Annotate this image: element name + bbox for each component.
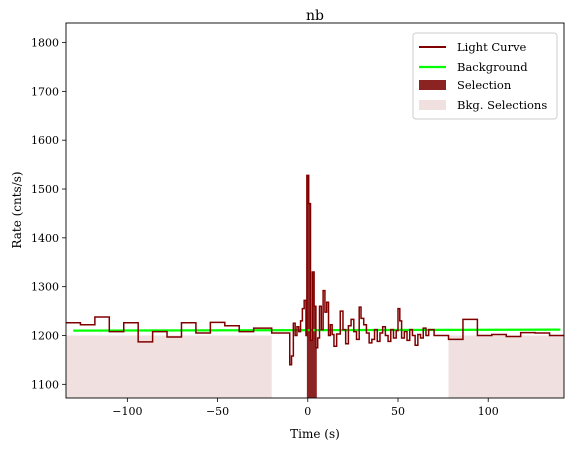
legend-selection-swatch	[419, 80, 446, 90]
x-tick-label: 0	[304, 405, 311, 418]
background-line	[73, 328, 561, 332]
x-axis-label: Time (s)	[290, 427, 340, 441]
y-tick-label: 1500	[31, 183, 59, 196]
axes-frame	[65, 22, 565, 399]
bkg-selections	[66, 335, 564, 398]
y-ticks: 1100 1200 1300 1400 1500 1600 1700 1800	[31, 37, 66, 391]
selection	[306, 175, 317, 398]
y-tick-label: 1700	[31, 85, 59, 98]
y-tick-label: 1200	[31, 330, 59, 343]
background-line-group	[73, 328, 561, 332]
legend-light-curve-label: Light Curve	[457, 40, 527, 54]
x-tick-label: −100	[112, 405, 142, 418]
plot-area	[66, 174, 564, 398]
y-tick-label: 1800	[31, 37, 59, 50]
y-tick-label: 1600	[31, 134, 59, 147]
chart-title: nb	[306, 8, 324, 24]
legend-selection-label: Selection	[457, 78, 512, 92]
y-tick-label: 1100	[31, 378, 59, 391]
legend: Light Curve Background Selection Bkg. Se…	[412, 32, 558, 120]
y-axis-label: Rate (cnts/s)	[10, 171, 24, 248]
light-curve-group	[66, 174, 564, 366]
bkg-selection-region-1	[448, 335, 564, 398]
y-tick-label: 1300	[31, 281, 59, 294]
y-tick-label: 1400	[31, 232, 59, 245]
x-tick-label: 100	[478, 405, 499, 418]
x-tick-label: −50	[206, 405, 229, 418]
legend-bkg-selections-label: Bkg. Selections	[457, 98, 547, 112]
selection-region	[306, 175, 317, 398]
bkg-selection-region-0	[66, 335, 272, 398]
legend-box	[412, 32, 558, 120]
legend-bkg-selections-swatch	[419, 100, 446, 110]
x-tick-label: 50	[391, 405, 405, 418]
x-ticks: −100 −50 0 50 100	[112, 398, 499, 418]
legend-background-label: Background	[457, 60, 528, 74]
light-curve	[66, 174, 564, 366]
